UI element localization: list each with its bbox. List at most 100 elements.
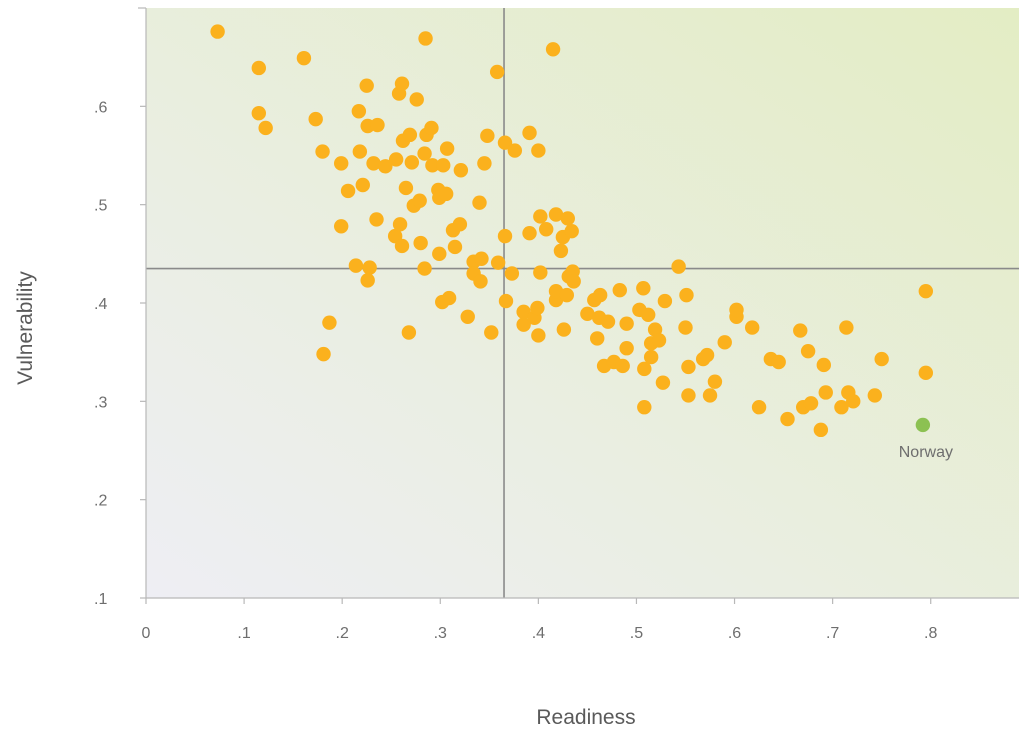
scatter-point: [539, 222, 554, 237]
scatter-point: [564, 224, 579, 239]
scatter-point: [507, 143, 523, 158]
scatter-point: [438, 186, 454, 202]
scatter-point: [484, 325, 499, 340]
scatter-point: [580, 306, 595, 322]
scatter-point: [489, 64, 505, 80]
scatter-point: [867, 388, 883, 403]
scatter-point: [647, 322, 663, 337]
tick-labels: 0 .1 .2 .3 .4 .5 .6 .7 .8 .1 .2 .3 .4 .5 .6: [94, 99, 937, 642]
scatter-point: [699, 347, 715, 363]
scatter-point: [679, 287, 694, 303]
scatter-point: [452, 217, 468, 232]
scatter-point: [545, 42, 561, 57]
scatter-point: [351, 104, 367, 119]
scatter-point: [378, 159, 393, 174]
scatter-point: [592, 287, 608, 303]
scatter-point: [522, 125, 537, 141]
scatter-point: [559, 287, 575, 303]
x-axis-title: Readiness: [536, 706, 635, 729]
scatter-point: [637, 400, 652, 415]
scatter-point: [657, 293, 673, 309]
scatter-point: [803, 396, 819, 411]
scatter-point: [619, 341, 634, 356]
y-tick-label: .2: [94, 493, 107, 510]
scatter-point: [636, 281, 651, 296]
scatter-point: [413, 235, 428, 251]
scatter-point: [818, 385, 833, 400]
data-points: [210, 24, 934, 438]
scatter-point: [548, 207, 564, 222]
scatter-point: [504, 266, 520, 281]
x-tick-label: .3: [434, 625, 447, 642]
scatter-point: [340, 183, 356, 199]
x-tick-label: .1: [237, 625, 250, 642]
scatter-point: [637, 361, 652, 377]
scatter-point: [793, 323, 808, 338]
scatter-point: [480, 128, 495, 144]
scatter-point: [707, 374, 723, 389]
scatter-point: [530, 300, 545, 316]
scatter-point: [600, 314, 616, 329]
x-tick-label: .6: [728, 625, 741, 642]
scatter-point: [553, 243, 569, 259]
scatter-point: [388, 152, 404, 167]
scatter-point: [780, 411, 795, 427]
scatter-point: [394, 76, 410, 91]
scatter-point: [333, 156, 349, 171]
highlight-label: Norway: [899, 444, 953, 461]
scatter-point: [447, 239, 463, 255]
scatter-point: [816, 357, 832, 373]
scatter-point: [402, 127, 418, 143]
scatter-point: [619, 316, 634, 331]
highlight-point: [915, 417, 931, 433]
y-tick-label: .3: [94, 394, 107, 411]
scatter-point: [497, 135, 513, 150]
scatter-point: [315, 144, 330, 159]
scatter-point: [460, 309, 475, 324]
scatter-point: [522, 225, 537, 241]
scatter-point: [474, 251, 489, 266]
scatter-point: [210, 24, 225, 39]
scatter-point: [678, 320, 693, 335]
scatter-point: [251, 60, 267, 76]
scatter-point: [359, 78, 374, 93]
scatter-point: [834, 400, 849, 415]
x-tick-label: 0: [142, 625, 151, 642]
y-tick-label: .4: [94, 296, 107, 313]
scatter-point: [417, 261, 432, 276]
scatter-point: [418, 31, 433, 46]
scatter-point: [681, 388, 696, 403]
scatter-point: [531, 328, 546, 343]
scatter-point: [473, 274, 488, 289]
scatter-point: [874, 351, 889, 367]
scatter-point: [251, 106, 267, 121]
scatter-point: [531, 143, 546, 158]
y-tick-label: .5: [94, 198, 107, 215]
scatter-point: [412, 193, 427, 208]
scatter-point: [435, 294, 450, 310]
scatter-point: [671, 259, 686, 274]
plot-background: [146, 8, 1019, 598]
scatter-point: [771, 354, 786, 370]
scatter-point: [322, 315, 337, 330]
y-tick-label: .6: [94, 99, 107, 116]
scatter-point: [566, 274, 581, 289]
scatter-point: [717, 335, 732, 350]
scatter-point: [404, 155, 420, 170]
scatter-point: [370, 117, 385, 133]
scatter-point: [333, 219, 349, 234]
x-tick-label: .7: [826, 625, 839, 642]
scatter-point: [615, 358, 630, 374]
scatter-point: [560, 211, 575, 226]
scatter-point: [424, 120, 439, 136]
scatter-point: [432, 246, 447, 262]
scatter-point: [258, 120, 273, 136]
scatter-point: [453, 163, 469, 178]
scatter-point: [472, 195, 487, 210]
x-tick-label: .5: [630, 625, 643, 642]
scatter-point: [590, 331, 605, 346]
scatter-point: [655, 375, 671, 390]
scatter-point: [366, 156, 381, 171]
scatter-point: [296, 50, 312, 66]
scatter-point: [556, 322, 572, 337]
